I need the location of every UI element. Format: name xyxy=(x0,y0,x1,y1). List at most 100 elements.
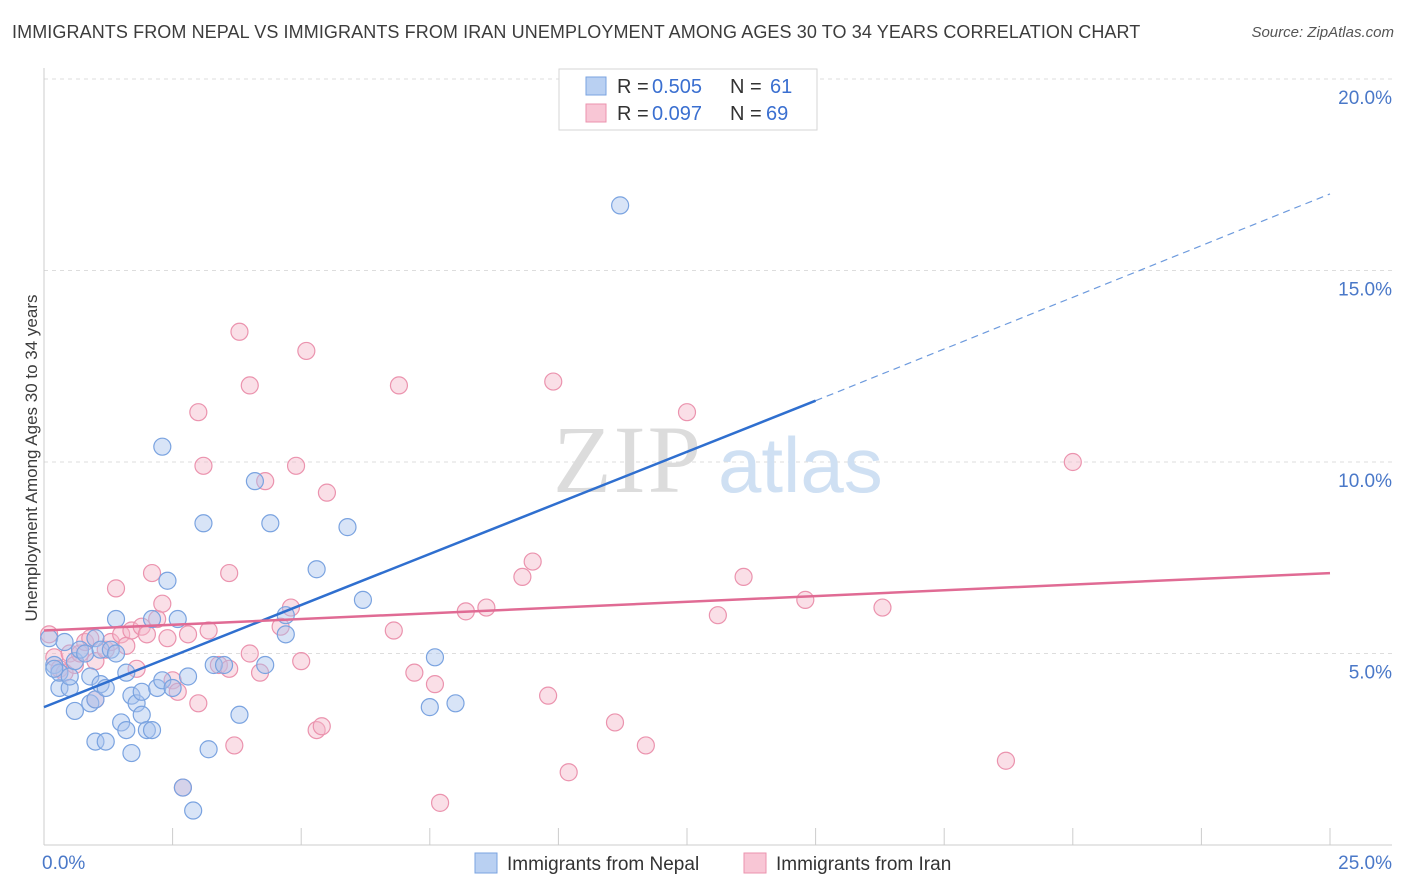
legend-n-label-iran: N = xyxy=(730,103,762,125)
iran-point xyxy=(297,341,316,361)
nepal-point xyxy=(132,682,151,701)
iran-point xyxy=(292,652,311,671)
legend-n-value-iran: 69 xyxy=(766,103,788,125)
x-tick-label: 25.0% xyxy=(1338,853,1392,874)
nepal-point xyxy=(60,667,79,686)
iran-point xyxy=(513,567,532,587)
trend-lines xyxy=(43,193,1331,709)
iran-point xyxy=(873,598,892,617)
iran-point xyxy=(312,717,331,736)
iran-point xyxy=(240,644,259,663)
iran-point xyxy=(106,579,126,598)
legend-r-label-iran: R = xyxy=(617,103,649,125)
nepal-point xyxy=(425,648,445,667)
nepal-point xyxy=(76,644,95,663)
nepal-point xyxy=(106,644,126,663)
nepal-point xyxy=(106,609,126,629)
nepal-point xyxy=(142,609,162,629)
y-tick-label: 20.0% xyxy=(1338,88,1392,109)
x-tick-label: 0.0% xyxy=(42,853,85,874)
nepal-point xyxy=(45,659,64,678)
nepal-point xyxy=(194,514,213,533)
iran-point xyxy=(163,671,182,690)
nepal-points xyxy=(40,196,630,820)
legend-n-value-nepal: 61 xyxy=(770,76,792,98)
iran-point xyxy=(142,563,162,583)
iran-point xyxy=(677,403,697,422)
nepal-point xyxy=(65,701,84,721)
nepal-point xyxy=(127,694,146,713)
iran-point xyxy=(158,629,177,648)
iran-point xyxy=(384,621,403,640)
legend-n-label-nepal: N = xyxy=(730,76,762,98)
nepal-point xyxy=(338,518,357,537)
nepal-point xyxy=(261,514,280,533)
nepal-point xyxy=(142,720,162,740)
iran-point xyxy=(734,567,753,587)
iran-point xyxy=(708,606,727,625)
iran-point xyxy=(178,625,198,644)
nepal-trend-line xyxy=(43,399,817,709)
bottom-legend-swatch-iran xyxy=(743,852,767,874)
nepal-point xyxy=(173,778,192,797)
y-tick-label: 5.0% xyxy=(1349,663,1392,684)
axes xyxy=(43,68,1392,846)
grid-lines xyxy=(44,78,1392,654)
nepal-point xyxy=(178,667,198,686)
top-legend: R = 0.505 N = 61 R = 0.097 N = 69 xyxy=(558,68,818,131)
legend-swatch-iran xyxy=(585,103,607,123)
iran-point xyxy=(1063,452,1082,472)
nepal-point xyxy=(276,625,295,644)
nepal-point xyxy=(86,732,105,751)
iran-point xyxy=(996,751,1016,770)
iran-point xyxy=(240,376,259,395)
nepal-point xyxy=(353,590,373,609)
iran-point xyxy=(796,590,815,609)
nepal-point xyxy=(153,437,172,456)
nepal-point xyxy=(137,720,156,740)
nepal-point xyxy=(50,678,69,698)
iran-point xyxy=(194,456,213,475)
nepal-point xyxy=(611,196,630,215)
nepal-point xyxy=(184,801,203,820)
nepal-point xyxy=(256,655,275,675)
nepal-point xyxy=(245,472,265,491)
iran-point xyxy=(539,686,558,705)
iran-point xyxy=(430,793,450,812)
bottom-legend-label-nepal: Immigrants from Nepal xyxy=(507,854,699,875)
nepal-point xyxy=(230,705,249,724)
y-tick-label: 15.0% xyxy=(1338,280,1392,301)
nepal-point xyxy=(199,740,218,759)
iran-points xyxy=(40,322,1082,812)
iran-point xyxy=(189,694,208,713)
legend-swatch-nepal xyxy=(585,76,607,96)
bottom-legend-swatch-nepal xyxy=(474,852,498,874)
iran-point xyxy=(286,456,306,475)
iran-point xyxy=(405,663,424,682)
nepal-point xyxy=(40,629,59,648)
y-tick-labels: 5.0% 10.0% 15.0% 20.0% xyxy=(1338,88,1392,684)
iran-point xyxy=(425,675,445,694)
iran-point xyxy=(137,625,156,644)
iran-point xyxy=(544,372,563,391)
legend-r-value-iran: 0.097 xyxy=(652,103,702,125)
nepal-point xyxy=(117,720,136,740)
y-axis-label: Unemployment Among Ages 30 to 34 years xyxy=(22,295,41,622)
nepal-point xyxy=(214,655,234,675)
iran-point xyxy=(636,736,655,755)
legend-r-label-nepal: R = xyxy=(617,76,649,98)
nepal-point xyxy=(65,652,84,671)
iran-point xyxy=(209,655,228,675)
iran-point xyxy=(189,403,208,422)
nepal-point xyxy=(163,678,182,698)
nepal-point xyxy=(55,632,74,652)
x-tick-labels: 0.0% 25.0% xyxy=(42,853,1392,874)
nepal-point xyxy=(81,667,100,686)
chart-title: IMMIGRANTS FROM NEPAL VS IMMIGRANTS FROM… xyxy=(12,22,1141,42)
nepal-point xyxy=(204,655,223,675)
nepal-point xyxy=(420,698,439,717)
iran-point xyxy=(153,594,172,613)
nepal-point xyxy=(132,705,151,724)
nepal-point xyxy=(158,571,177,590)
